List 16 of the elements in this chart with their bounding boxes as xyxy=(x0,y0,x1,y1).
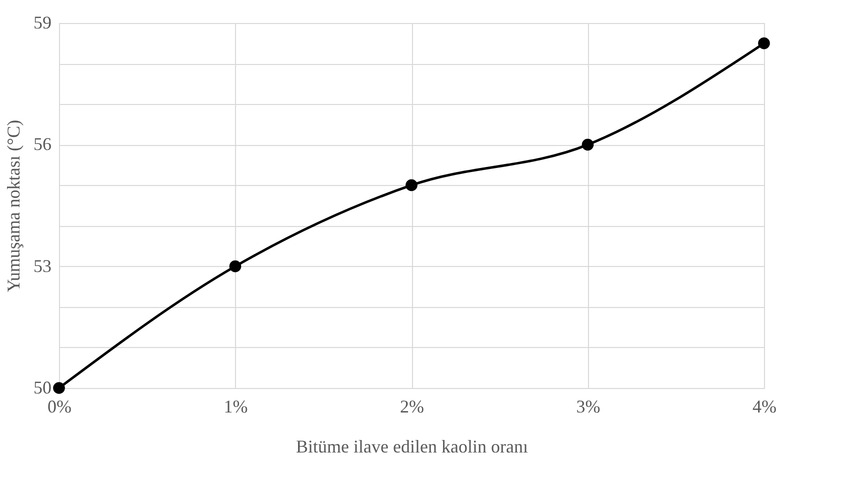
point xyxy=(406,179,418,192)
x-tick-label: 0% xyxy=(48,396,72,416)
x-axis-title: Bitüme ilave edilen kaolin oranı xyxy=(296,436,528,456)
x-tick-label: 2% xyxy=(400,396,424,416)
point xyxy=(582,138,594,151)
point xyxy=(229,260,242,272)
y-axis-title: Yumuşama noktası (°C) xyxy=(4,120,24,292)
point xyxy=(758,37,770,50)
x-tick-label: 1% xyxy=(224,396,248,416)
x-tick-label: 3% xyxy=(576,396,600,416)
x-tick-label: 4% xyxy=(752,396,776,416)
y-tick-label: 59 xyxy=(34,12,52,32)
y-tick-label: 56 xyxy=(34,134,52,154)
point xyxy=(53,382,65,394)
y-tick-label: 50 xyxy=(34,378,52,398)
y-tick-label: 53 xyxy=(34,256,52,276)
